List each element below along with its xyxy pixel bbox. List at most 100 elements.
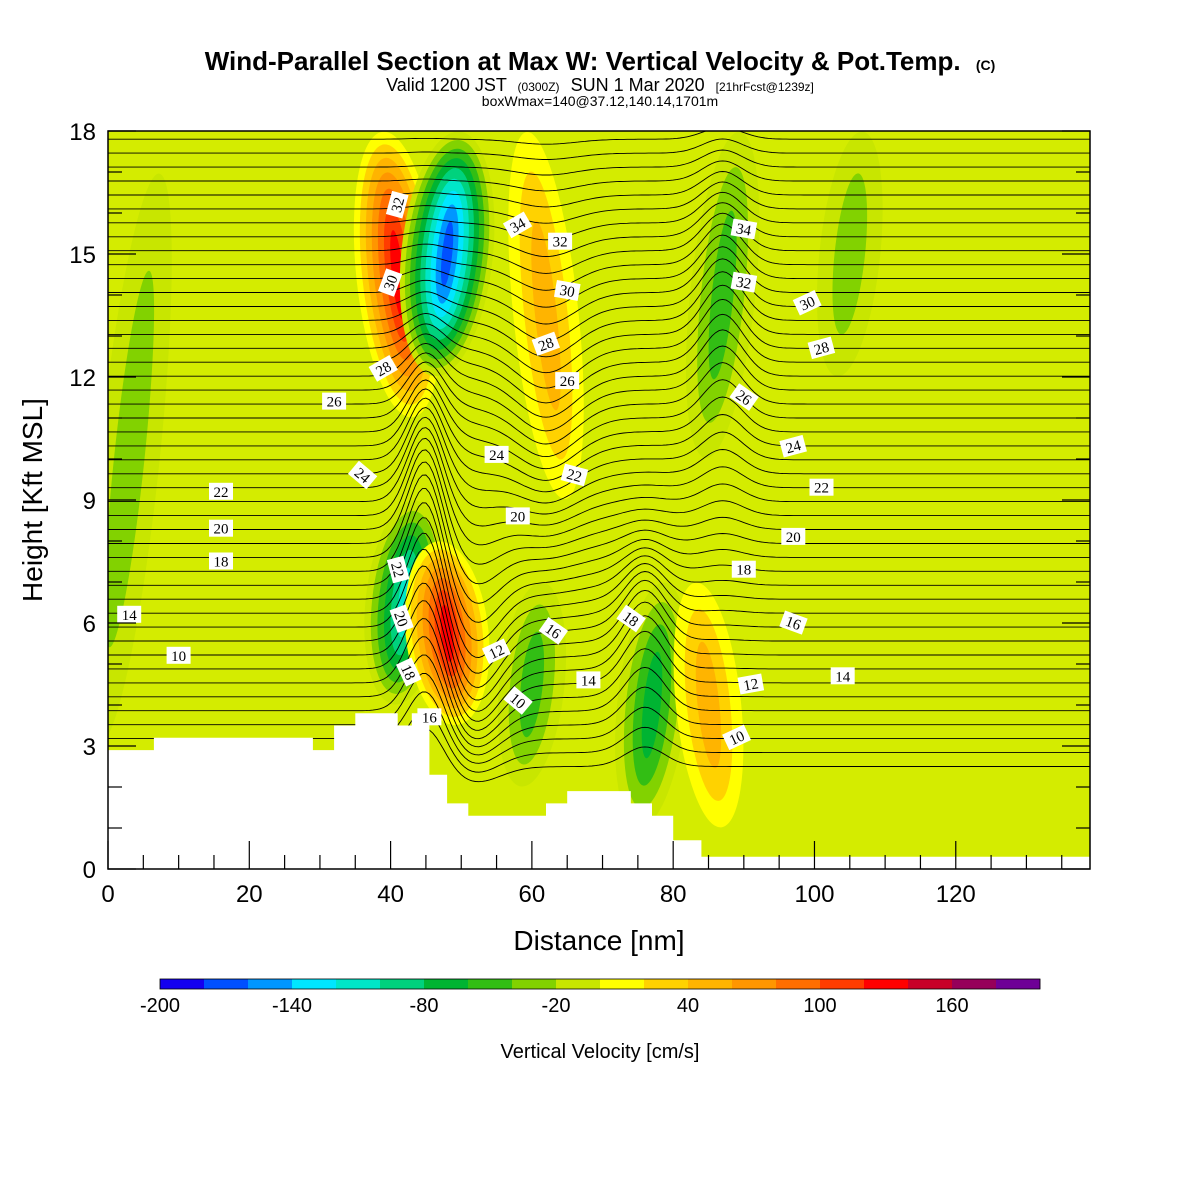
valid-time: Valid 1200 JST (386, 75, 507, 95)
colorbar-tick-label: -80 (410, 995, 439, 1017)
isentrope-line (108, 313, 1090, 404)
contour-label-text: 18 (397, 662, 418, 682)
x-tick-label: 40 (377, 881, 404, 908)
isentrope-line (108, 636, 1090, 740)
isentrope-line (108, 160, 1090, 192)
terrain-mask (108, 713, 1090, 869)
colorbar-segment (952, 979, 997, 989)
x-tick-label: 60 (519, 881, 546, 908)
isentrope-line (108, 427, 1090, 527)
plot-area: 1410222018262428303222201816343230282624… (69, 119, 1091, 908)
colorbar-segment (204, 979, 249, 989)
contour-label-text: 12 (487, 642, 507, 663)
isentrope-line (108, 329, 1090, 418)
contour-label-bg (792, 289, 822, 316)
contour-label-bg (731, 560, 756, 578)
contour-label-bg (502, 211, 533, 239)
contour-label-bg (166, 646, 191, 664)
chart-title-block: Wind-Parallel Section at Max W: Vertical… (205, 46, 996, 109)
colorbar-segment (732, 979, 777, 989)
velocity-band (695, 641, 722, 769)
isentrope-line (108, 600, 1090, 722)
contour-label-text: 24 (489, 448, 505, 464)
colorbar-segment (512, 979, 557, 989)
contour-label-bg (779, 610, 808, 635)
contour-label-bg (616, 604, 646, 633)
isentrope-line (108, 361, 1090, 445)
x-tick-label: 80 (660, 881, 687, 908)
contour-label: 14 (830, 667, 855, 685)
contour-label: 20 (505, 507, 530, 525)
contour-label-bg (538, 616, 569, 645)
contour-label-bg (378, 268, 403, 297)
contour-label: 34 (730, 218, 758, 240)
colorbar-tick-label: 40 (677, 995, 699, 1017)
colorbar-segment (380, 979, 425, 989)
contour-label-bg (322, 392, 347, 410)
contour-label-bg (807, 336, 836, 360)
isentrope-line (108, 654, 1090, 748)
contour-label: 10 (722, 724, 752, 751)
y-tick-label: 3 (83, 734, 96, 761)
contour-label-text: 30 (381, 273, 401, 293)
isentrope-line (108, 138, 1090, 160)
contour-label-bg (531, 331, 561, 356)
isentrope-line (108, 461, 1090, 585)
colorbar-title: Vertical Velocity [cm/s] (501, 1041, 700, 1063)
y-tick-label: 0 (83, 857, 96, 884)
isentrope-line (108, 673, 1090, 756)
contour-label-bg (729, 383, 759, 411)
isentrope-line (108, 397, 1090, 493)
contour-label-text: 16 (783, 614, 803, 634)
contour-label-text: 20 (214, 522, 229, 538)
contour-label: 24 (779, 434, 807, 458)
colorbar-segment (996, 979, 1041, 989)
contour-label-bg (737, 673, 765, 695)
contour-label: 16 (538, 616, 569, 645)
contour-label: 14 (117, 605, 142, 624)
contour-label: 12 (481, 638, 511, 665)
contour-label: 18 (731, 560, 756, 579)
contour-label-text: 14 (835, 669, 851, 685)
isentrope-line (108, 181, 1090, 224)
isentrope-line (108, 223, 1090, 291)
contour-label-text: 32 (553, 235, 568, 251)
contour-label: 20 (389, 604, 414, 633)
y-axis-title: Height [Kft MSL] (17, 398, 48, 602)
velocity-band (708, 210, 737, 380)
contour-label-bg (395, 657, 422, 687)
contour-label: 20 (209, 519, 233, 538)
contour-label: 22 (809, 478, 834, 497)
isentrope-line (108, 379, 1090, 470)
contour-label: 10 (166, 646, 191, 665)
colorbar-segment (864, 979, 909, 989)
contour-label-bg (385, 190, 409, 219)
contour-label-bg (779, 434, 807, 458)
isentrope-line (108, 271, 1090, 358)
isentrope-line (108, 246, 1090, 325)
isentrope-line (108, 171, 1090, 208)
contour-label-text: 22 (214, 485, 229, 501)
contour-label: 26 (322, 392, 347, 411)
contour-label: 28 (368, 355, 398, 382)
colorbar-segment (336, 979, 381, 989)
contour-label-text: 14 (581, 673, 597, 689)
contour-label: 18 (616, 604, 646, 633)
contour-label-bg (386, 555, 410, 584)
contour-label-text: 20 (786, 530, 801, 546)
contour-label-text: 32 (735, 275, 753, 293)
colorbar-tick-label: -200 (140, 995, 180, 1017)
x-tick-label: 20 (236, 881, 263, 908)
colorbar: -200 -140 -80 -20 40 100 160 (140, 978, 1041, 1017)
contour-label: 10 (503, 686, 533, 715)
colorbar-frame (159, 978, 1041, 990)
velocity-band (832, 173, 868, 335)
isentrope-line (108, 407, 1090, 504)
x-axis-ticks: 0 20 40 60 80 100 120 (101, 841, 1063, 908)
velocity-band (519, 631, 545, 738)
contour-label-bg (481, 638, 511, 665)
contour-label-text: 30 (798, 294, 818, 315)
contour-label-text: 22 (387, 561, 406, 580)
contour-label: 26 (729, 383, 759, 411)
